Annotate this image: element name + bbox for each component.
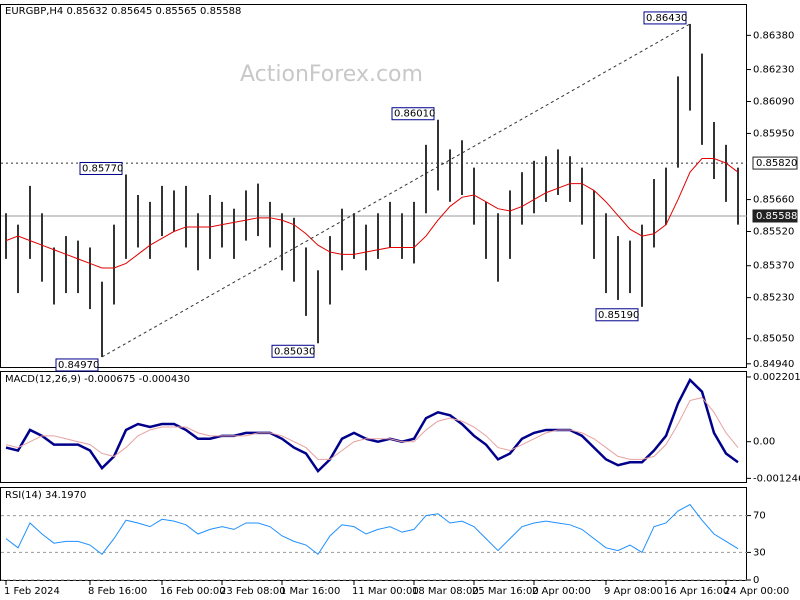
rsi-header: RSI(14) 34.1970 [5, 490, 86, 501]
annotation-label: 0.86430 [646, 13, 687, 24]
x-tick-label: 2 Apr 00:00 [532, 586, 591, 597]
x-tick-label: 25 Mar 16:00 [472, 586, 539, 597]
annotation-box [79, 161, 123, 175]
x-tick-label: 16 Feb 00:00 [160, 586, 226, 597]
y-tick-label: 30 [753, 547, 766, 558]
y-tick-label: 0.85520 [753, 227, 794, 238]
x-tick-label: 11 Mar 00:00 [352, 586, 419, 597]
y-tick-label: 0.86230 [753, 65, 794, 76]
y-tick-label: 0 [753, 575, 759, 586]
x-tick-label: 16 Apr 16:00 [664, 586, 729, 597]
y-tick-label: 0.00 [753, 437, 775, 448]
level-box [752, 156, 798, 170]
y-tick-label: 0.85660 [753, 195, 794, 206]
x-tick-label: 9 Apr 08:00 [604, 586, 663, 597]
annotation-box [55, 358, 99, 372]
line-series [5, 397, 739, 460]
rsi-panel [0, 487, 747, 581]
price-panel [0, 4, 747, 368]
annotation-label: 0.84970 [58, 360, 99, 371]
annotation-label: 0.86010 [394, 109, 435, 120]
x-tick-label: 24 Apr 00:00 [724, 586, 789, 597]
annotation-box [643, 11, 687, 25]
line-series [5, 503, 739, 555]
annotation-box [595, 308, 639, 322]
y-tick-label: 0.86090 [753, 96, 794, 107]
y-tick-label: -0.001246 [753, 473, 800, 484]
y-tick-label: 70 [753, 511, 766, 522]
annotation-label: 0.85190 [598, 310, 639, 321]
trend-line [101, 23, 691, 358]
macd-header: MACD(12,26,9) -0.000675 -0.000430 [5, 374, 190, 385]
y-tick-label: 0.85230 [753, 293, 794, 304]
annotation-box [271, 344, 315, 358]
level-label: 0.85588 [756, 211, 797, 222]
y-tick-label: 0.002201 [753, 372, 800, 383]
price-header: EURGBP,H4 0.85632 0.85645 0.85565 0.8558… [5, 6, 241, 17]
x-tick-label: 23 Feb 08:00 [220, 586, 286, 597]
annotation-box [391, 107, 435, 121]
y-tick-label: 0.86380 [753, 30, 794, 41]
level-label: 0.85820 [756, 158, 797, 169]
line-series [5, 377, 739, 474]
x-tick-label: 8 Feb 16:00 [88, 586, 147, 597]
annotation-label: 0.85770 [82, 163, 123, 174]
y-tick-label: 0.85050 [753, 334, 794, 345]
level-box [752, 209, 798, 223]
x-tick-label: 1 Feb 2024 [4, 586, 60, 597]
annotation-label: 0.85030 [274, 346, 315, 357]
x-tick-label: 1 Mar 16:00 [280, 586, 340, 597]
line-series [5, 158, 739, 269]
y-tick-label: 0.84940 [753, 359, 794, 370]
macd-panel [0, 371, 747, 483]
watermark: ActionForex.com [240, 62, 423, 87]
y-tick-label: 0.85950 [753, 128, 794, 139]
x-tick-label: 18 Mar 08:00 [412, 586, 479, 597]
y-tick-label: 0.85370 [753, 261, 794, 272]
